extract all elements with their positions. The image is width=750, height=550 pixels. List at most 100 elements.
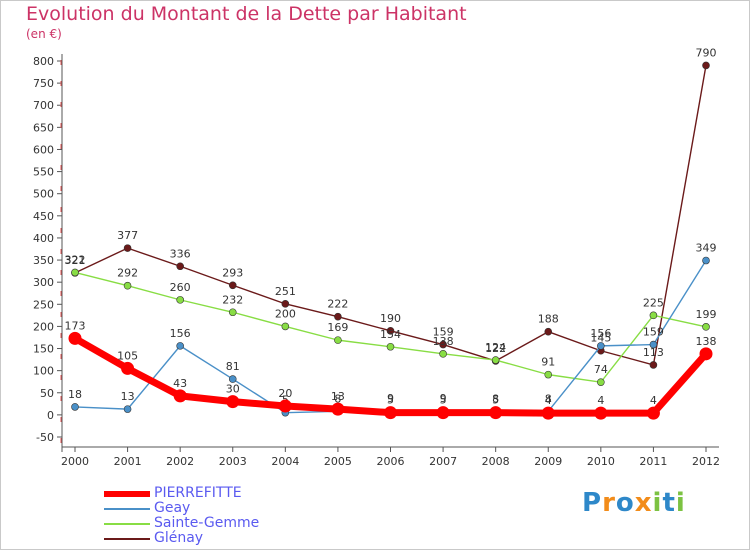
data-point	[123, 281, 132, 290]
data-label: 169	[327, 321, 348, 334]
data-label: 138	[433, 335, 454, 348]
data-point	[489, 406, 503, 420]
data-label: 9	[387, 392, 394, 405]
data-label: 156	[590, 327, 611, 340]
x-tick-label: 2008	[482, 455, 510, 468]
data-point	[331, 402, 345, 416]
y-tick-label: 300	[33, 276, 54, 289]
data-point	[121, 361, 135, 375]
data-label: 74	[594, 363, 608, 376]
chart-subtitle: (en €)	[26, 27, 62, 41]
x-tick-label: 2007	[429, 455, 457, 468]
data-point	[649, 361, 658, 369]
data-label: 81	[226, 360, 240, 373]
data-point	[597, 342, 605, 350]
y-tick-label: 100	[33, 365, 54, 378]
data-label: 138	[696, 335, 717, 348]
y-tick-label: 550	[33, 166, 54, 179]
x-tick-label: 2005	[324, 455, 352, 468]
data-point	[281, 300, 290, 308]
data-label: 4	[597, 394, 604, 407]
data-label: 13	[121, 390, 135, 403]
data-point	[541, 406, 555, 420]
data-label: 156	[170, 327, 191, 340]
data-label: 293	[222, 266, 243, 279]
data-label: 349	[696, 242, 717, 255]
data-point	[702, 61, 710, 70]
data-label: 8	[545, 392, 552, 405]
data-label: 292	[117, 267, 138, 280]
data-point	[71, 268, 79, 277]
data-label: 124	[485, 341, 506, 354]
data-label: 4	[545, 394, 552, 407]
data-point	[176, 342, 184, 350]
y-tick-label: 750	[33, 77, 54, 90]
data-point	[123, 244, 132, 252]
data-label: 377	[117, 229, 138, 242]
legend-swatch-glenay	[104, 538, 150, 540]
proxiti-logo: Proxiti	[582, 488, 686, 518]
legend-label: PIERREFITTE	[154, 485, 242, 501]
data-point	[386, 342, 395, 351]
data-point	[384, 406, 397, 420]
data-label: 20	[278, 387, 292, 400]
x-tick-label: 2012	[692, 455, 720, 468]
data-label: 188	[538, 313, 559, 326]
data-label: 5	[440, 394, 447, 407]
x-tick-label: 2011	[639, 455, 667, 468]
logo-letter: r	[602, 488, 616, 518]
legend-label: Geay	[154, 500, 191, 516]
data-label: 122	[485, 342, 506, 355]
logo-letter: i	[652, 488, 663, 518]
data-point	[646, 406, 660, 420]
data-label: 173	[65, 319, 86, 332]
logo-letter: P	[582, 488, 603, 518]
data-label: 5	[492, 394, 499, 407]
y-tick-label: 400	[33, 232, 54, 245]
x-tick-label: 2009	[534, 455, 562, 468]
data-point	[228, 281, 237, 290]
data-point	[176, 296, 184, 304]
data-label: 321	[65, 254, 86, 267]
y-tick-label: 0	[47, 409, 54, 422]
data-point	[649, 311, 658, 320]
data-point	[597, 378, 605, 386]
data-point	[491, 356, 500, 364]
data-label: 4	[650, 394, 657, 407]
legend-label: Glénay	[154, 530, 204, 546]
y-tick-label: 50	[40, 387, 54, 400]
data-point	[228, 375, 237, 383]
data-label: 336	[170, 247, 191, 260]
x-tick-label: 2002	[166, 455, 194, 468]
legend-label: Sainte-Gemme	[154, 515, 260, 531]
x-tick-label: 2001	[114, 455, 142, 468]
data-label: 18	[68, 388, 82, 401]
data-point	[228, 308, 237, 317]
y-tick-label: 650	[33, 121, 54, 134]
data-point	[544, 370, 553, 379]
y-tick-label: 600	[33, 143, 54, 156]
x-tick-label: 2010	[587, 455, 615, 468]
data-point	[334, 336, 342, 344]
data-label: 9	[440, 392, 447, 405]
y-tick-label: 200	[33, 320, 54, 333]
data-label: 154	[380, 328, 401, 341]
x-tick-label: 2006	[377, 455, 405, 468]
x-tick-label: 2003	[219, 455, 247, 468]
logo-letter: t	[662, 488, 676, 518]
data-label: 260	[170, 281, 191, 294]
data-label: 105	[117, 349, 138, 362]
legend-swatch-geay	[104, 508, 150, 510]
y-tick-label: 150	[33, 343, 54, 356]
y-tick-label: 800	[33, 55, 54, 68]
data-label: 790	[696, 46, 717, 59]
logo-letter: x	[634, 488, 653, 518]
data-label: 190	[380, 312, 401, 325]
data-point	[702, 256, 710, 265]
y-tick-label: 250	[33, 298, 54, 311]
data-point	[649, 340, 658, 349]
data-label: 8	[492, 392, 499, 405]
data-point	[226, 395, 240, 409]
data-point	[176, 262, 184, 271]
data-label: 225	[643, 296, 664, 309]
